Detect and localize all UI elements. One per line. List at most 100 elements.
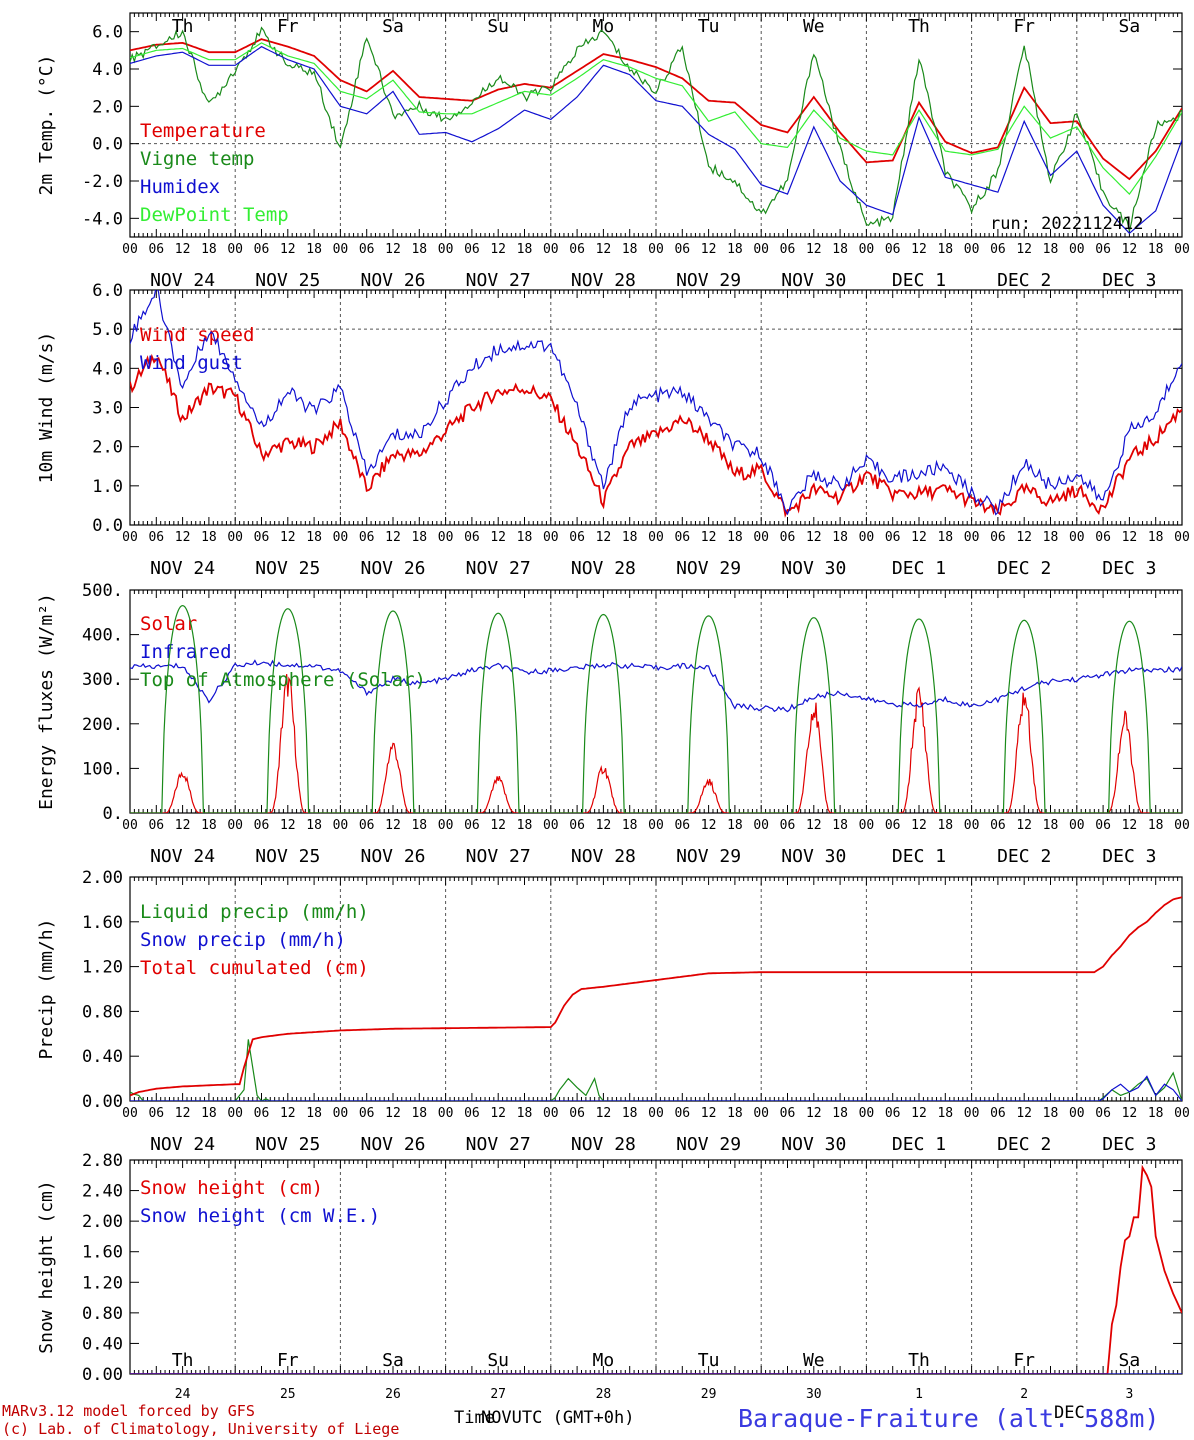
hour-tick-label: 18 bbox=[1148, 818, 1164, 833]
hour-tick-label: 00 bbox=[648, 1106, 664, 1121]
hour-tick-label: 18 bbox=[622, 242, 638, 257]
legend-entry: Snow height (cm W.E.) bbox=[140, 1205, 380, 1227]
hour-tick-label: 12 bbox=[490, 242, 506, 257]
hour-tick-label: 06 bbox=[885, 530, 901, 545]
hour-tick-label: 12 bbox=[385, 1106, 401, 1121]
legend-entry: Wind speed bbox=[140, 324, 254, 346]
hour-tick-label: 00 bbox=[122, 818, 138, 833]
hour-tick-label: 00 bbox=[648, 818, 664, 833]
hour-tick-label: 06 bbox=[569, 1106, 585, 1121]
legend-entry: Snow precip (mm/h) bbox=[140, 929, 346, 951]
hour-tick-label: 18 bbox=[622, 1106, 638, 1121]
hour-tick-label: 18 bbox=[832, 530, 848, 545]
hour-tick-label: 18 bbox=[937, 818, 953, 833]
hour-tick-label: 18 bbox=[306, 530, 322, 545]
hour-tick-label: 00 bbox=[859, 1106, 875, 1121]
hour-tick-label: 06 bbox=[990, 530, 1006, 545]
date-label: NOV 28 bbox=[571, 1134, 636, 1155]
date-label: NOV 26 bbox=[360, 846, 425, 867]
date-label: NOV 25 bbox=[255, 846, 320, 867]
date-label: NOV 24 bbox=[150, 270, 215, 291]
legend-entry: Wind gust bbox=[140, 352, 243, 374]
weekday-label: Th bbox=[908, 16, 930, 37]
y-axis-label: Snow height (cm) bbox=[36, 1180, 57, 1353]
hour-tick-label: 00 bbox=[333, 1106, 349, 1121]
date-label: NOV 30 bbox=[781, 270, 846, 291]
hour-tick-label: 12 bbox=[911, 818, 927, 833]
hour-tick-label: 00 bbox=[964, 242, 980, 257]
date-label: DEC 3 bbox=[1102, 558, 1156, 579]
hour-tick-label: 18 bbox=[517, 530, 533, 545]
hour-tick-label: 06 bbox=[780, 530, 796, 545]
hour-tick-label: 18 bbox=[201, 530, 217, 545]
hour-tick-label: 12 bbox=[175, 1106, 191, 1121]
day-number-label: 30 bbox=[806, 1387, 822, 1402]
hour-tick-label: 06 bbox=[254, 530, 270, 545]
hour-tick-label: 18 bbox=[411, 818, 427, 833]
y-tick-label: 500. bbox=[82, 581, 123, 601]
date-label: NOV 24 bbox=[150, 558, 215, 579]
y-axis-label: 2m Temp. (°C) bbox=[36, 55, 57, 196]
hour-tick-label: 06 bbox=[148, 1106, 164, 1121]
hour-tick-label: 06 bbox=[254, 242, 270, 257]
day-number-label: 27 bbox=[490, 1387, 506, 1402]
hour-tick-label: 18 bbox=[411, 242, 427, 257]
date-label: NOV 29 bbox=[676, 270, 741, 291]
y-tick-label: 5.0 bbox=[92, 320, 123, 340]
weekday-label: Sa bbox=[1119, 16, 1141, 37]
hour-tick-label: 06 bbox=[885, 818, 901, 833]
hour-tick-label: 12 bbox=[911, 242, 927, 257]
series-line-top-of-atmosphere-solar bbox=[130, 604, 1182, 813]
hour-tick-label: 18 bbox=[1148, 530, 1164, 545]
hour-tick-label: 06 bbox=[359, 530, 375, 545]
hour-tick-label: 06 bbox=[990, 818, 1006, 833]
hour-tick-label: 00 bbox=[333, 530, 349, 545]
day-number-label: 29 bbox=[701, 1387, 717, 1402]
hour-tick-label: 06 bbox=[1095, 242, 1111, 257]
legend-entry: Liquid precip (mm/h) bbox=[140, 901, 369, 923]
weekday-label: Th bbox=[908, 1350, 930, 1371]
date-label: DEC 1 bbox=[892, 846, 946, 867]
hour-tick-label: 12 bbox=[806, 530, 822, 545]
series-line-vigne-temp bbox=[130, 26, 1182, 232]
weekday-label: Fr bbox=[277, 1350, 299, 1371]
time-axis-label-tz: UTC (GMT+0h) bbox=[512, 1408, 635, 1428]
date-label: NOV 26 bbox=[360, 1134, 425, 1155]
hour-tick-label: 12 bbox=[701, 530, 717, 545]
hour-tick-label: 00 bbox=[753, 818, 769, 833]
hour-tick-label: 00 bbox=[543, 818, 559, 833]
date-label: NOV 30 bbox=[781, 558, 846, 579]
hour-tick-label: 06 bbox=[990, 1106, 1006, 1121]
hour-tick-label: 06 bbox=[148, 530, 164, 545]
hour-tick-label: 00 bbox=[543, 242, 559, 257]
hour-tick-label: 06 bbox=[359, 818, 375, 833]
weekday-label: Th bbox=[172, 16, 194, 37]
weekday-label: Mo bbox=[593, 1350, 615, 1371]
hour-tick-label: 12 bbox=[280, 818, 296, 833]
y-tick-label: 1.0 bbox=[92, 477, 123, 497]
hour-tick-label: 00 bbox=[227, 530, 243, 545]
legend-entry: Temperature bbox=[140, 120, 266, 142]
y-tick-label: 300. bbox=[82, 670, 123, 690]
hour-tick-label: 12 bbox=[596, 530, 612, 545]
hour-tick-label: 18 bbox=[201, 1106, 217, 1121]
y-tick-label: 1.20 bbox=[82, 1273, 123, 1293]
hour-tick-label: 06 bbox=[674, 1106, 690, 1121]
weekday-label: Fr bbox=[1013, 1350, 1035, 1371]
hour-tick-label: 12 bbox=[175, 242, 191, 257]
hour-tick-label: 00 bbox=[227, 242, 243, 257]
hour-tick-label: 12 bbox=[701, 818, 717, 833]
date-label: NOV 24 bbox=[150, 1134, 215, 1155]
hour-tick-label: 06 bbox=[569, 242, 585, 257]
hour-tick-label: 18 bbox=[727, 530, 743, 545]
hour-tick-label: 18 bbox=[306, 1106, 322, 1121]
hour-tick-label: 12 bbox=[911, 1106, 927, 1121]
series-line-wind-speed bbox=[130, 353, 1182, 518]
hour-tick-label: 12 bbox=[1016, 530, 1032, 545]
hour-tick-label: 18 bbox=[622, 530, 638, 545]
hour-tick-label: 18 bbox=[306, 242, 322, 257]
hour-tick-label: 06 bbox=[674, 530, 690, 545]
legend-entry: Snow height (cm) bbox=[140, 1177, 323, 1199]
hour-tick-label: 18 bbox=[201, 242, 217, 257]
series-line-infrared bbox=[130, 659, 1182, 713]
